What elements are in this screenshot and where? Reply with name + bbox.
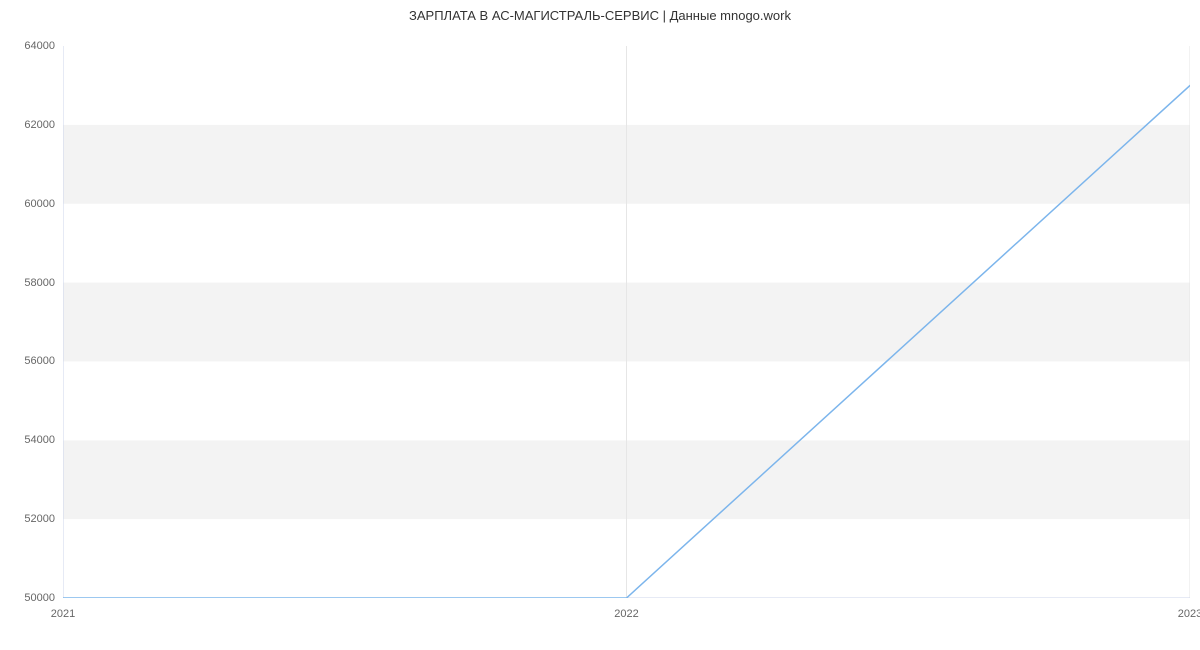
y-tick-label: 64000 [0,40,55,52]
y-tick-label: 54000 [0,434,55,446]
x-tick-label: 2023 [1178,608,1200,620]
y-tick-label: 56000 [0,355,55,367]
salary-chart: ЗАРПЛАТА В АС-МАГИСТРАЛЬ-СЕРВИС | Данные… [0,0,1200,650]
chart-title: ЗАРПЛАТА В АС-МАГИСТРАЛЬ-СЕРВИС | Данные… [0,8,1200,23]
y-tick-label: 60000 [0,198,55,210]
y-tick-label: 58000 [0,277,55,289]
plot-area [63,46,1190,598]
y-tick-label: 50000 [0,592,55,604]
x-tick-label: 2022 [614,608,638,620]
y-tick-label: 62000 [0,119,55,131]
y-tick-label: 52000 [0,513,55,525]
x-tick-label: 2021 [51,608,75,620]
